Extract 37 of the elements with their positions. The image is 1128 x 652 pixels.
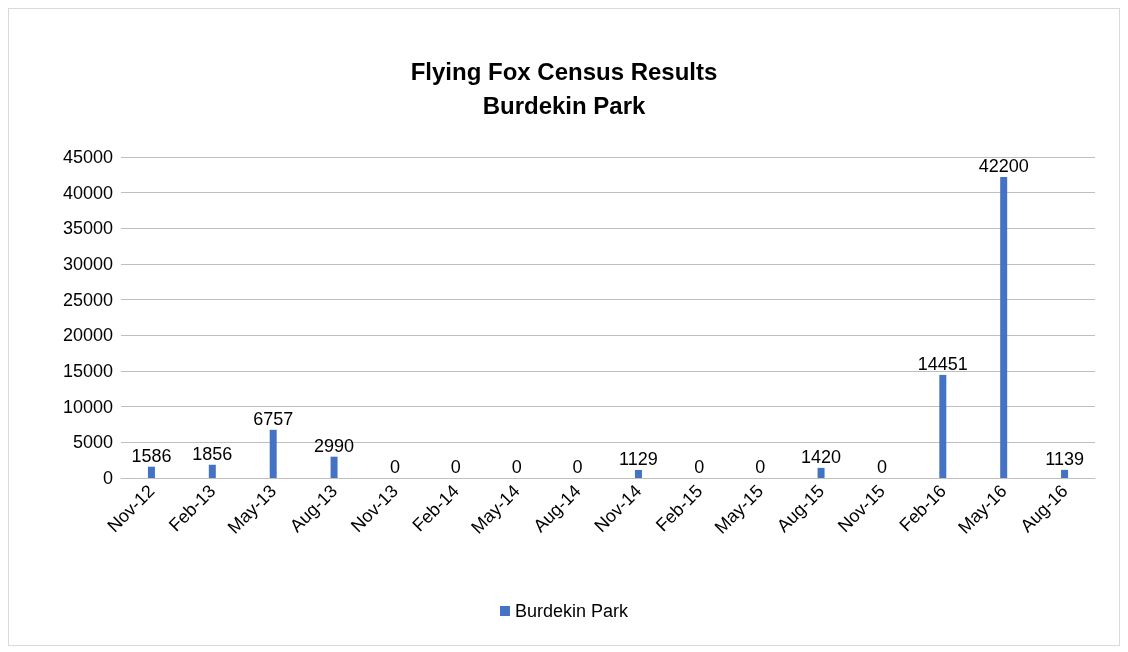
y-tick-label: 15000 [62, 361, 113, 381]
bar [1000, 176, 1008, 478]
bar [147, 466, 155, 478]
chart-title: Flying Fox Census Results Burdekin Park [410, 57, 718, 119]
data-label: 1129 [619, 448, 658, 469]
data-label: 0 [694, 457, 705, 477]
y-tick-label: 0 [102, 468, 113, 488]
y-tick-label: 30000 [62, 254, 113, 274]
data-label: 0 [572, 457, 583, 477]
y-tick-label: 35000 [62, 218, 113, 239]
data-label: 14451 [917, 353, 968, 374]
bar [1061, 469, 1069, 478]
y-tick-label: 5000 [72, 432, 113, 453]
y-tick-label: 40000 [62, 182, 113, 203]
legend-label: Burdekin Park [514, 601, 630, 621]
data-label: 2990 [314, 435, 355, 456]
data-label: 0 [389, 457, 400, 477]
bar [817, 467, 825, 478]
y-tick-label: 25000 [62, 289, 113, 310]
data-label: 0 [511, 457, 522, 477]
data-label: 42200 [978, 155, 1029, 176]
data-label: 1139 [1045, 448, 1084, 469]
data-label: 0 [755, 457, 766, 477]
data-label: 0 [876, 457, 887, 477]
data-label: 6757 [253, 408, 294, 429]
bar [330, 456, 338, 478]
bar [634, 469, 642, 478]
data-label: 1586 [131, 445, 172, 466]
data-label: 1420 [801, 446, 842, 467]
y-tick-label: 45000 [62, 147, 113, 167]
bar [939, 374, 947, 478]
y-tick-label: 20000 [62, 325, 113, 346]
data-label: 1856 [192, 443, 233, 464]
bar [269, 429, 277, 478]
y-tick-label: 10000 [62, 396, 113, 417]
data-label: 0 [450, 457, 461, 477]
bar [208, 464, 216, 478]
